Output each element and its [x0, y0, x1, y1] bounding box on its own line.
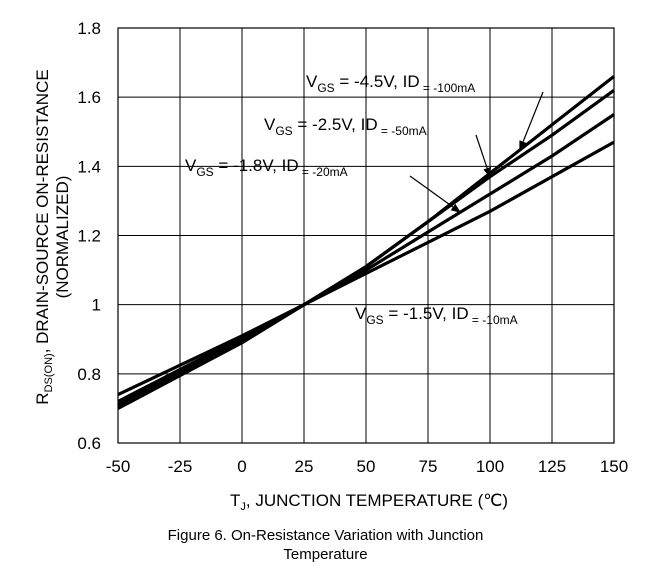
series-annotation-3: VGS = -1.5V, ID = -10mA [355, 304, 518, 327]
x-tick-label: 150 [600, 457, 628, 476]
tick-labels: -50 -25 0 25 50 75 100 125 150 0.6 0.8 1 1.2 1.4 1.6 1.… [77, 19, 628, 476]
y-tick-label: 0.6 [77, 434, 101, 453]
chart: -50 -25 0 25 50 75 100 125 150 0.6 0.8 1 1.2 1.4 1.6 1.… [33, 19, 628, 513]
caption-line-2: Temperature [283, 546, 368, 563]
x-tick-label: -25 [168, 457, 193, 476]
annotation-arrow-2 [409, 175, 462, 213]
caption-line-1: Figure 6. On-Resistance Variation with J… [167, 527, 484, 544]
series-layer [117, 75, 615, 410]
x-tick-label: 25 [295, 457, 314, 476]
x-tick-label: 100 [476, 457, 504, 476]
x-tick-label: 0 [237, 457, 246, 476]
annotation-arrow-1 [475, 134, 491, 178]
x-tick-label: 75 [419, 457, 438, 476]
x-tick-label: -50 [106, 457, 131, 476]
series-annotation-0: VGS = -4.5V, ID = -100mA [306, 72, 475, 95]
series-annotation-1: VGS = -2.5V, ID = -50mA [264, 115, 427, 138]
y-tick-label: 0.8 [77, 365, 101, 384]
y-tick-label: 1 [92, 296, 101, 315]
svg-text:(NORMALIZED): (NORMALIZED) [53, 176, 72, 299]
x-tick-label: 125 [538, 457, 566, 476]
svg-text:RDS(ON), DRAIN-SOURCE ON-RESIS: RDS(ON), DRAIN-SOURCE ON-RESISTANCE [33, 69, 55, 404]
y-tick-label: 1.4 [77, 157, 101, 176]
grid [117, 27, 615, 444]
annotations: VGS = -4.5V, ID = -100mA VGS = -2.5V, ID … [185, 72, 544, 327]
plot-frame [117, 27, 615, 444]
x-axis-title: TJ, JUNCTION TEMPERATURE (℃) [230, 491, 508, 513]
series-line-3 [117, 140, 615, 397]
x-tick-label: 50 [357, 457, 376, 476]
annotation-arrow-0 [519, 91, 544, 151]
y-tick-label: 1.6 [77, 88, 101, 107]
y-tick-label: 1.2 [77, 227, 101, 246]
y-axis-title: RDS(ON), DRAIN-SOURCE ON-RESISTANCE (NOR… [33, 69, 72, 404]
figure-caption: Figure 6. On-Resistance Variation with J… [0, 526, 651, 564]
y-tick-label: 1.8 [77, 19, 101, 38]
series-annotation-2: VGS = -1.8V, ID = -20mA [185, 156, 348, 179]
